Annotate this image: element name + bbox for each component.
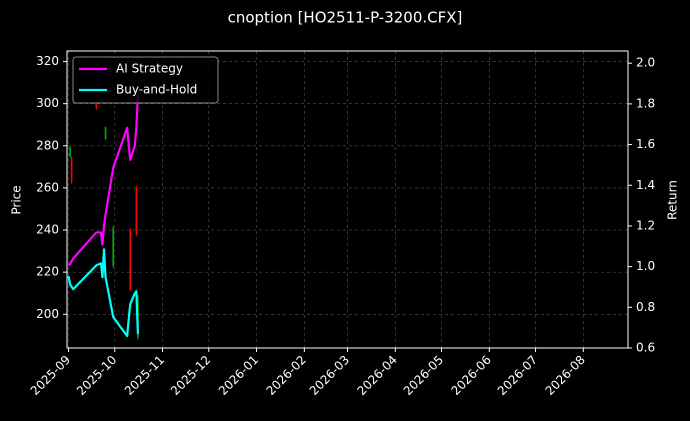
y-axis-label: Price <box>10 185 24 214</box>
candle-body <box>104 126 107 140</box>
candle-body <box>129 230 131 290</box>
return-line <box>67 248 139 338</box>
x-tick-label: 2025-11 <box>122 353 167 398</box>
x-tick-label: 2026-08 <box>543 353 588 398</box>
y2-axis-label: Return <box>666 180 680 220</box>
x-tick-label: 2026-07 <box>495 353 540 398</box>
return-line <box>67 95 139 267</box>
x-tick-label: 2026-01 <box>216 353 261 398</box>
x-tick-label: 2026-03 <box>307 353 352 398</box>
y2-tick-label: 1.4 <box>636 178 655 192</box>
y-tick-label: 300 <box>36 96 59 110</box>
x-tick-label: 2026-04 <box>355 353 400 398</box>
y-tick-label: 320 <box>36 54 59 68</box>
legend-frame <box>72 56 219 104</box>
y2-tick-label: 1.2 <box>636 218 655 232</box>
x-tick-label: 2026-06 <box>449 353 494 398</box>
y-tick-label: 200 <box>36 307 59 321</box>
y-tick-label: 280 <box>36 138 59 152</box>
y-tick-label: 220 <box>36 265 59 279</box>
x-tick-label: 2026-02 <box>264 353 309 398</box>
y2-tick-label: 0.8 <box>636 300 655 314</box>
y-tick-label: 260 <box>36 180 59 194</box>
y2-tick-label: 1.6 <box>636 137 655 151</box>
x-tick-label: 2025-09 <box>28 353 73 398</box>
x-tick-label: 2026-05 <box>401 353 446 398</box>
candle-body <box>135 187 138 235</box>
candle-body <box>112 227 115 266</box>
x-tick-label: 2025-10 <box>74 353 119 398</box>
candle-body <box>70 158 73 182</box>
y2-tick-label: 2.0 <box>636 56 655 70</box>
y-tick-label: 240 <box>36 223 59 237</box>
chart-title: cnoption [HO2511-P-3200.CFX] <box>228 9 463 27</box>
x-tick-label: 2025-12 <box>168 353 213 398</box>
candle-body <box>95 101 98 108</box>
legend-label: AI Strategy <box>116 62 183 76</box>
legend-label: Buy-and-Hold <box>116 83 197 97</box>
y2-tick-label: 0.6 <box>636 341 655 355</box>
candle-body <box>69 147 71 157</box>
y2-tick-label: 1.8 <box>636 96 655 110</box>
plot-frame <box>66 50 629 349</box>
y2-tick-label: 1.0 <box>636 259 655 273</box>
legend: AI Strategy Buy-and-Hold <box>72 56 219 104</box>
